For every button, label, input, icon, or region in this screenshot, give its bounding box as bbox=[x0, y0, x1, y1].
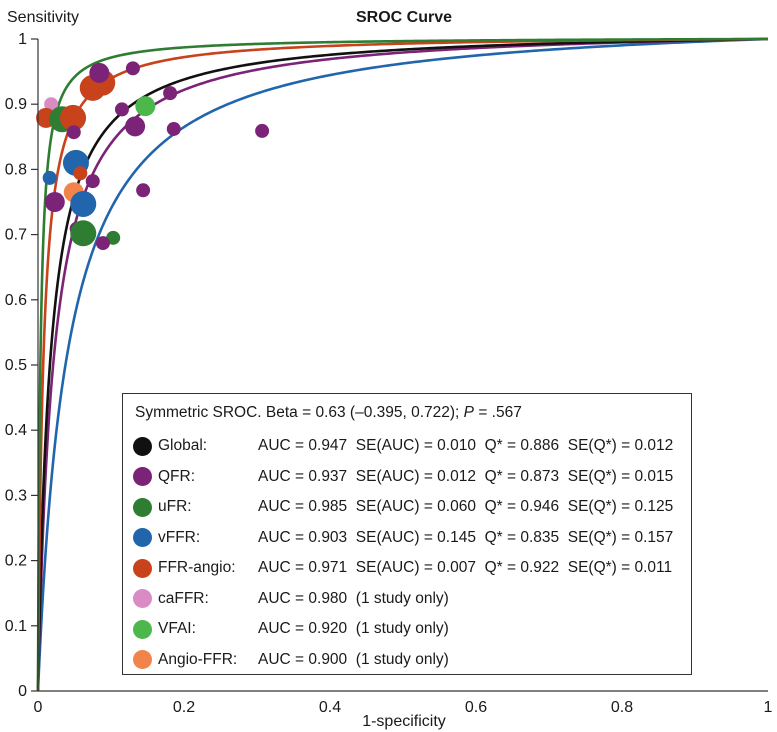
x-tick-label: 1 bbox=[764, 699, 773, 716]
sroc-curve-vffr bbox=[36, 37, 769, 692]
y-tick-label: 0.7 bbox=[5, 227, 27, 244]
x-tick-label: 0.2 bbox=[173, 699, 195, 716]
sroc-curves bbox=[36, 37, 769, 692]
sroc-curve-global bbox=[36, 37, 769, 691]
study-point-vffr bbox=[42, 170, 57, 185]
y-tick-label: 0.6 bbox=[5, 292, 27, 309]
legend-label: caFFR: bbox=[158, 589, 209, 607]
legend-item-qfr: QFR: AUC = 0.937 SE(AUC) = 0.012 Q* = 0.8… bbox=[133, 465, 673, 489]
y-tick-label: 1 bbox=[18, 31, 27, 48]
study-point-caffr bbox=[44, 97, 59, 112]
legend-item-vffr: vFFR: AUC = 0.903 SE(AUC) = 0.145 Q* = 0.… bbox=[133, 526, 673, 550]
y-tick-label: 0.3 bbox=[5, 487, 27, 504]
y-tick-label: 0.2 bbox=[5, 553, 27, 570]
legend-item-global: Global: AUC = 0.947 SE(AUC) = 0.010 Q* = … bbox=[133, 434, 673, 458]
study-point-vfai bbox=[135, 96, 156, 117]
y-tick-label: 0.1 bbox=[5, 618, 27, 635]
study-point-qfr bbox=[114, 102, 129, 117]
legend-swatch bbox=[133, 467, 152, 486]
study-point-qfr bbox=[255, 123, 270, 138]
y-tick-label: 0.4 bbox=[5, 422, 27, 439]
y-tick-label: 0.8 bbox=[5, 161, 27, 178]
y-tick-label: 0.5 bbox=[5, 357, 27, 374]
chart-title: SROC Curve bbox=[356, 9, 452, 26]
legend-stats: AUC = 0.985 SE(AUC) = 0.060 Q* = 0.946 S… bbox=[258, 498, 674, 515]
study-point-qfr bbox=[66, 125, 81, 140]
legend-p-label: P bbox=[463, 404, 475, 421]
y-axis-title: Sensitivity bbox=[7, 9, 79, 26]
legend-swatch bbox=[133, 589, 152, 608]
legend-header-text: Symmetric SROC. Beta = 0.63 (–0.395, 0.7… bbox=[135, 404, 464, 421]
legend-label: VFAI: bbox=[158, 620, 196, 637]
study-point-qfr bbox=[85, 174, 100, 189]
y-tick-label: 0 bbox=[18, 683, 27, 700]
study-point-qfr bbox=[125, 116, 146, 137]
study-point-qfr bbox=[89, 62, 110, 83]
legend-stats: AUC = 0.900 (1 study only) bbox=[258, 650, 449, 668]
legend-label: uFR: bbox=[158, 498, 192, 515]
legend-swatch bbox=[133, 650, 152, 669]
study-point-ffr-angio bbox=[73, 166, 88, 181]
x-tick-label: 0 bbox=[34, 699, 43, 716]
study-point-qfr bbox=[44, 192, 65, 212]
legend-item-ufr: uFR: AUC = 0.985 SE(AUC) = 0.060 Q* = 0.9… bbox=[133, 495, 673, 519]
x-tick-label: 0.8 bbox=[611, 699, 633, 716]
legend-item-angio-ffr: Angio-FFR: AUC = 0.900 (1 study only) bbox=[133, 648, 449, 672]
x-axis-title: 1-specificity bbox=[362, 713, 446, 730]
legend-swatch bbox=[133, 528, 152, 547]
study-point-vffr bbox=[70, 190, 97, 217]
legend-item-caffr: caFFR: AUC = 0.980 (1 study only) bbox=[133, 587, 449, 611]
legend-swatch bbox=[133, 436, 152, 456]
legend-stats: AUC = 0.903 SE(AUC) = 0.145 Q* = 0.835 S… bbox=[258, 528, 674, 546]
study-point-ufr bbox=[70, 220, 97, 247]
legend-stats: AUC = 0.947 SE(AUC) = 0.010 Q* = 0.886 S… bbox=[258, 437, 674, 454]
study-point-qfr bbox=[166, 121, 181, 136]
legend-swatch bbox=[133, 558, 152, 578]
legend-label: vFFR: bbox=[158, 528, 201, 546]
study-point-qfr bbox=[163, 86, 178, 101]
study-points bbox=[36, 61, 270, 251]
legend-stats: AUC = 0.937 SE(AUC) = 0.012 Q* = 0.873 S… bbox=[258, 467, 674, 485]
sroc-curve-ufr bbox=[36, 37, 769, 691]
legend-label: QFR: bbox=[158, 467, 196, 485]
legend-p-value: = .567 bbox=[474, 404, 522, 421]
study-point-qfr bbox=[95, 236, 110, 251]
x-tick-label: 0.4 bbox=[319, 699, 341, 716]
legend-label: Angio-FFR: bbox=[158, 650, 238, 668]
legend-stats: AUC = 0.920 (1 study only) bbox=[258, 620, 449, 637]
legend-swatch bbox=[133, 497, 152, 517]
legend-swatch bbox=[133, 619, 152, 639]
legend-item-ffr-angio: FFR-angio: AUC = 0.971 SE(AUC) = 0.007 Q*… bbox=[133, 556, 672, 580]
legend: Symmetric SROC. Beta = 0.63 (–0.395, 0.7… bbox=[122, 393, 692, 675]
legend-label: FFR-angio: bbox=[158, 559, 236, 576]
ticks: 0 0.1 0.2 0.3 0.4 0.5 0.6 0.7 0.8 0.9 1 0 0.2 0.4 0.6 0… bbox=[5, 31, 773, 716]
legend-stats: AUC = 0.971 SE(AUC) = 0.007 Q* = 0.922 S… bbox=[258, 559, 673, 576]
legend-item-vfai: VFAI: AUC = 0.920 (1 study only) bbox=[133, 617, 449, 641]
legend-stats: AUC = 0.980 (1 study only) bbox=[258, 589, 449, 607]
study-point-ffr-angio bbox=[60, 104, 87, 131]
y-tick-label: 0.9 bbox=[5, 96, 27, 113]
legend-header: Symmetric SROC. Beta = 0.63 (–0.395, 0.7… bbox=[135, 404, 522, 422]
study-point-qfr bbox=[125, 61, 140, 76]
x-tick-label: 0.6 bbox=[465, 699, 487, 716]
study-point-qfr bbox=[136, 183, 151, 198]
legend-label: Global: bbox=[158, 437, 208, 454]
